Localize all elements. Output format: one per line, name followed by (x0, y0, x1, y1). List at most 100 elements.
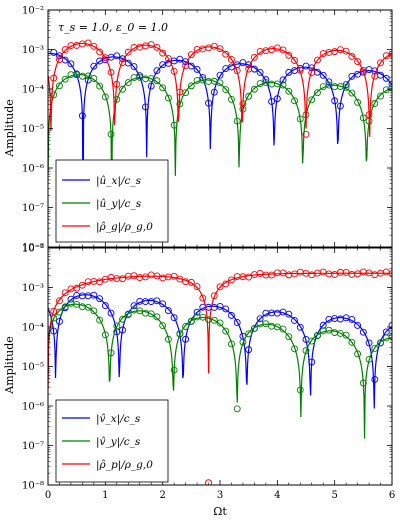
series-point-0 (239, 59, 247, 67)
series-point-0 (388, 80, 392, 88)
series-point-0 (193, 66, 201, 73)
series-point-1 (342, 83, 350, 91)
series-point-0 (359, 328, 367, 336)
series-point-0 (50, 49, 58, 56)
series-point-1 (107, 349, 115, 357)
x-tick-label: 0 (45, 490, 51, 501)
y-tick-label: 10⁻⁶ (22, 402, 44, 413)
series-point-2 (61, 289, 69, 297)
series-point-2 (50, 74, 58, 82)
series-point-2 (96, 48, 104, 56)
x-tick-label: 4 (274, 490, 280, 501)
plot-area (48, 268, 392, 485)
series-point-1 (170, 366, 178, 374)
series-point-0 (101, 302, 109, 310)
series-point-0 (176, 55, 184, 63)
series-point-2 (342, 47, 350, 55)
series-point-1 (308, 337, 316, 345)
series-point-1 (119, 315, 126, 323)
series-point-1 (124, 79, 132, 86)
series-point-2 (279, 46, 287, 54)
bottom-legend-label-rhop: |ρ̂_p|/ρ_g,0 (96, 459, 153, 472)
series-point-2 (371, 72, 379, 80)
bottom-legend-label-vx: |v̂_x|/c_s (96, 413, 141, 426)
series-point-2 (61, 46, 69, 54)
series-point-1 (84, 303, 92, 311)
series-point-0 (119, 326, 126, 334)
series-point-0 (193, 308, 201, 316)
series-point-1 (50, 314, 58, 322)
series-point-0 (365, 339, 373, 347)
series-point-2 (245, 65, 253, 73)
series-point-0 (359, 68, 367, 76)
series-point-0 (331, 97, 339, 105)
series-point-1 (377, 92, 384, 100)
series-point-0 (291, 317, 298, 324)
series-point-2 (365, 111, 373, 119)
series-point-1 (354, 98, 362, 106)
series-point-1 (273, 323, 281, 331)
series-point-2 (119, 59, 126, 67)
series-point-0 (153, 67, 161, 75)
series-point-2 (170, 272, 178, 280)
series-point-2 (113, 80, 121, 88)
y-tick-label: 10⁻² (22, 244, 44, 255)
series-point-2 (170, 67, 178, 75)
series-point-1 (101, 331, 109, 339)
top-ylabel: Amplitude (3, 99, 16, 158)
series-point-1 (314, 332, 321, 340)
series-point-1 (228, 340, 235, 348)
bottom-axes: 0 1 2 3 4 5 6 10⁻⁸ 10⁻⁷ 10⁻⁶ 10⁻⁵ 10⁻⁴ 10⁻³ 10⁻² (22, 244, 395, 502)
series-point-1 (371, 345, 379, 352)
series-point-1 (233, 405, 241, 413)
series-point-0 (113, 52, 121, 60)
series-point-1 (359, 379, 367, 387)
y-tick-label: 10⁻⁸ (22, 481, 44, 492)
series-point-1 (296, 115, 304, 123)
series-point-2 (96, 278, 104, 286)
x-axis-label: Ωt (213, 505, 227, 518)
bottom-legend-label-vy: |v̂_y|/c_s (96, 436, 141, 449)
series-point-1 (279, 81, 287, 89)
series-point-0 (222, 305, 230, 313)
series-point-2 (193, 283, 201, 291)
y-tick-label: 10⁻⁷ (22, 203, 44, 214)
series-point-0 (354, 321, 362, 329)
series-point-2 (233, 67, 241, 75)
series-point-2 (210, 292, 218, 300)
series-point-2 (216, 283, 224, 291)
series-point-1 (84, 72, 92, 80)
series-point-2 (147, 41, 155, 48)
series-point-1 (210, 316, 218, 324)
bottom-panel: 0 1 2 3 4 5 6 10⁻⁸ 10⁻⁷ 10⁻⁶ 10⁻⁵ 10⁻⁴ 10⁻³ 10⁻² Ampl… (3, 244, 395, 519)
series-line-0 (48, 294, 392, 409)
top-legend-label-rhog: |ρ̂_g|/ρ_g,0 (96, 221, 153, 234)
series-point-1 (216, 79, 224, 87)
series-point-1 (153, 313, 161, 321)
series-point-1 (377, 339, 384, 347)
series-point-1 (342, 331, 350, 339)
top-axes: 10⁻⁸ 10⁻⁷ 10⁻⁶ 10⁻⁵ 10⁻⁴ 10⁻³ 10⁻² (22, 6, 393, 254)
plot-area (48, 39, 392, 234)
top-legend-label-ux: |û_x|/c_s (96, 175, 142, 188)
series-point-2 (388, 50, 392, 58)
series-point-0 (233, 319, 241, 326)
series-point-2 (176, 275, 184, 283)
series-point-1 (388, 333, 392, 341)
series-point-0 (348, 316, 356, 323)
series-point-0 (90, 62, 98, 70)
series-point-0 (371, 375, 379, 383)
series-point-1 (291, 345, 298, 353)
series-point-0 (130, 63, 138, 71)
series-point-2 (354, 58, 362, 65)
series-point-0 (170, 314, 178, 322)
series-point-1 (285, 87, 293, 95)
series-point-2 (314, 56, 321, 64)
series-point-1 (113, 322, 121, 330)
series-point-0 (67, 60, 75, 68)
series-point-2 (124, 48, 132, 56)
series-point-2 (56, 56, 63, 63)
series-point-1 (164, 94, 172, 102)
series-point-2 (182, 62, 190, 70)
